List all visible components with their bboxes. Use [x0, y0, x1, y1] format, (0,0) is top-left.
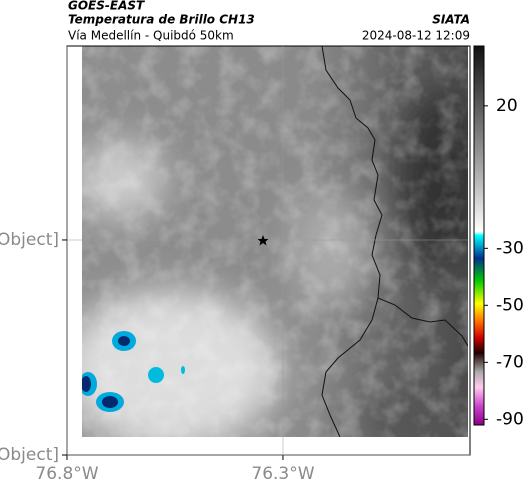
source: SIATA: [432, 13, 470, 27]
colorbar-tick-label: -30: [496, 238, 524, 258]
y-tick-label: [object Object]: [0, 445, 59, 465]
timestamp: 2024-08-12 12:09: [362, 29, 470, 43]
y-tick-label: [object Object]: [0, 230, 59, 250]
colorbar-tick-label: -90: [496, 409, 524, 429]
route: Vía Medellín - Quibdó 50km: [68, 29, 234, 43]
x-tick-label: 76.3°W: [251, 464, 314, 484]
x-tick-label: 76.8°W: [35, 464, 98, 484]
title: GOES-EAST: [68, 0, 145, 13]
cold-cloud-tops: [82, 331, 185, 412]
colorbar-tick-label: -70: [496, 352, 524, 372]
location-marker: [257, 235, 269, 246]
borders: [321, 46, 468, 437]
colorbar-tick-label: -50: [496, 295, 524, 315]
colorbar-tick-label: 20: [496, 96, 518, 116]
satellite-image: [82, 46, 468, 437]
colorbar: [473, 45, 485, 426]
subtitle: Temperatura de Brillo CH13: [68, 13, 255, 27]
axes: 76.8°W 76.3°W [object Object] [object Objec…: [0, 45, 471, 484]
